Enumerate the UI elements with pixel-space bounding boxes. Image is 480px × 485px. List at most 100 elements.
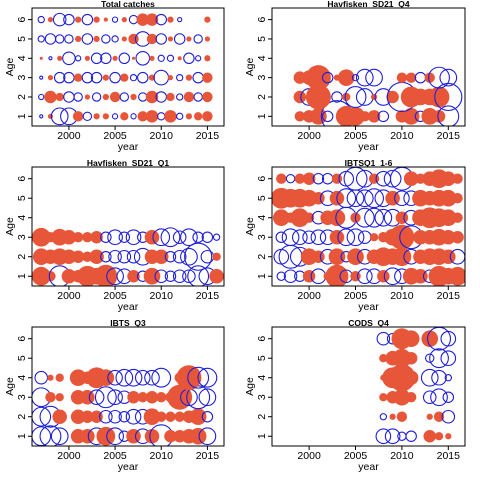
bubble-point <box>106 267 124 286</box>
bubble-point <box>421 108 439 125</box>
bubble-point <box>126 249 141 264</box>
y-axis-label: Age <box>4 217 16 236</box>
bubble-point <box>189 408 207 426</box>
bubble-point <box>44 90 57 104</box>
bubble-point <box>32 227 51 247</box>
bubble-point <box>101 34 111 44</box>
bubble-point <box>96 426 116 446</box>
bubble-point <box>357 230 372 245</box>
bubble-point <box>375 428 392 445</box>
bubble-point <box>392 348 412 368</box>
bubble-point <box>120 112 129 121</box>
bubble-point <box>82 111 93 122</box>
x-tick-label: 2005 <box>344 450 368 462</box>
bubble-point <box>144 428 160 444</box>
x-tick-label: 2000 <box>297 450 321 462</box>
bubble-point <box>212 252 221 261</box>
bubble-layer <box>293 65 463 126</box>
bubble-point <box>396 72 408 83</box>
y-axis-label: Age <box>4 377 16 396</box>
bubble-point <box>152 228 171 247</box>
bubble-point <box>198 427 217 446</box>
x-axis-label: year <box>358 141 379 153</box>
bubble-point <box>428 86 450 108</box>
bubble-point <box>392 247 412 267</box>
bubble-point <box>201 410 214 423</box>
bubble-point <box>135 50 151 66</box>
bubble-point <box>100 250 112 263</box>
bubble-point <box>107 229 123 246</box>
chart-panel-4: 2000 2005 2010 2015 1 2 3 4 5 6 year Age IBTSQ1_1-6 <box>244 158 466 313</box>
x-tick-label: 2000 <box>57 450 81 462</box>
bubble-point <box>125 408 142 425</box>
bubble-point <box>302 230 316 245</box>
bubble-point <box>448 266 465 286</box>
bubble-point <box>312 191 325 205</box>
bubble-point <box>137 111 148 122</box>
bubble-point <box>172 230 187 245</box>
bubble-point <box>156 411 167 422</box>
y-tick-label: 4 <box>16 375 28 381</box>
bubble-point <box>368 173 380 184</box>
bubble-point <box>84 94 90 100</box>
x-tick-label: 2015 <box>437 290 461 302</box>
bubble-point <box>414 71 427 84</box>
bubble-point <box>451 230 464 244</box>
chart-title: CODS_Q4 <box>348 318 389 328</box>
bubble-point <box>149 55 155 61</box>
x-tick-label: 2000 <box>57 130 81 142</box>
y-tick-label: 3 <box>256 234 268 240</box>
bubble-point <box>102 74 109 81</box>
bubble-point <box>290 208 310 228</box>
bubble-point <box>167 36 174 42</box>
bubble-point <box>55 92 64 102</box>
bubble-point <box>84 55 90 61</box>
bubble-point <box>355 189 374 208</box>
bubble-point <box>134 369 151 386</box>
bubble-point <box>151 367 172 388</box>
bubble-point <box>167 75 174 81</box>
y-axis-label: Age <box>244 58 256 77</box>
bubble-point <box>117 249 132 264</box>
bubble-point <box>202 91 213 103</box>
bubble-point <box>310 108 327 125</box>
bubble-layer <box>375 327 457 445</box>
y-tick-label: 1 <box>16 113 28 119</box>
bubble-point <box>394 190 410 207</box>
bubble-point <box>164 270 177 282</box>
bubble-point <box>192 71 204 84</box>
y-tick-label: 6 <box>16 336 28 342</box>
bubble-point <box>397 431 407 441</box>
bubble-point <box>276 271 286 281</box>
bubble-point <box>39 56 43 60</box>
bubble-point <box>39 75 44 80</box>
bubble-point <box>305 84 331 110</box>
panel-frame <box>271 7 466 127</box>
bubble-point <box>137 71 149 84</box>
bubble-point <box>383 267 402 286</box>
x-tick-label: 2005 <box>103 290 127 302</box>
bubble-point <box>176 73 184 82</box>
bubble-point <box>82 232 93 243</box>
bubble-point <box>119 92 130 102</box>
bubble-point <box>386 90 399 104</box>
bubble-point <box>379 413 388 421</box>
bubble-point <box>34 370 49 385</box>
chart-panel-6: 2000 2005 2010 2015 1 2 3 4 5 6 year Age CODS_Q4 <box>244 318 466 473</box>
y-tick-label: 4 <box>16 55 28 61</box>
bubble-point <box>342 92 351 102</box>
bubble-point <box>197 367 218 388</box>
bubble-point <box>312 250 325 263</box>
bubble-point <box>131 56 136 60</box>
x-tick-label: 2015 <box>196 290 220 302</box>
bubble-point <box>32 406 52 427</box>
bubble-point <box>379 354 388 363</box>
bubble-point <box>157 112 166 121</box>
bubble-point <box>273 248 290 265</box>
bubble-point <box>351 73 360 82</box>
bubble-point <box>354 207 375 228</box>
bubble-point <box>47 113 54 119</box>
bubble-point <box>337 228 356 247</box>
bubble-point <box>136 13 150 26</box>
